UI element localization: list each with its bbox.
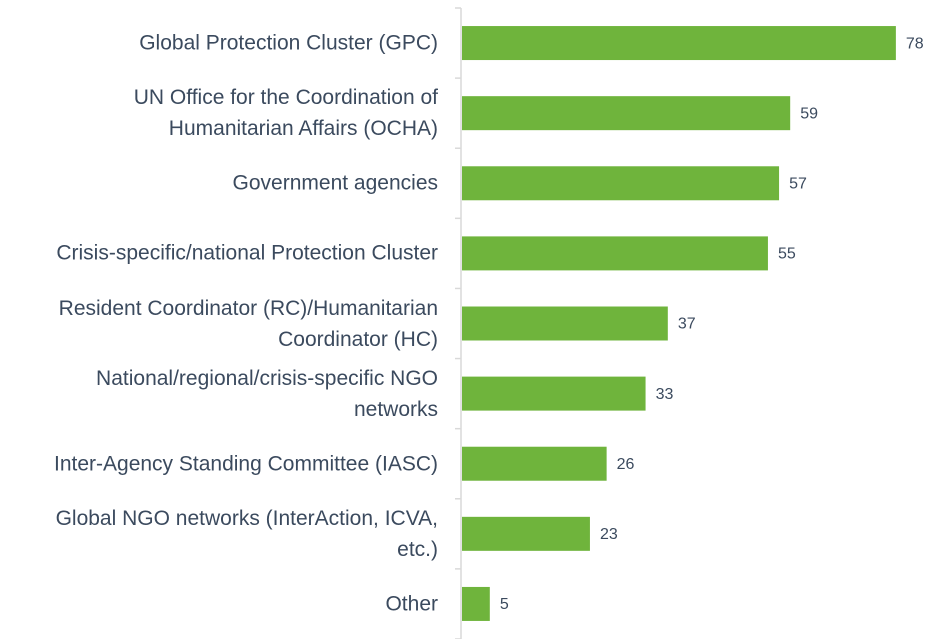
value-label: 26 (617, 456, 635, 473)
category-label: National/regional/crisis-specific NGO ne… (96, 366, 438, 421)
bar (462, 586, 490, 621)
bar (462, 516, 590, 551)
value-label: 59 (800, 105, 818, 122)
value-label: 57 (789, 175, 807, 192)
category-label: Resident Coordinator (RC)/Humanitarian C… (58, 296, 438, 351)
bar (462, 376, 646, 411)
bar (462, 166, 780, 201)
category-label: Crisis-specific/national Protection Clus… (56, 241, 438, 265)
value-label: 37 (678, 316, 696, 333)
category-label: UN Office for the Coordination of Humani… (133, 86, 438, 141)
category-label: Global NGO networks (InterAction, ICVA, … (55, 506, 438, 561)
bar (462, 236, 768, 271)
value-label: 23 (600, 526, 618, 543)
bar (462, 446, 607, 481)
value-label: 5 (500, 596, 509, 613)
category-label: Government agencies (232, 171, 438, 195)
value-label: 55 (778, 246, 796, 263)
category-label: Other (385, 592, 438, 616)
category-label: Global Protection Cluster (GPC) (139, 31, 438, 55)
value-label: 33 (656, 386, 674, 403)
bar (462, 26, 896, 61)
bar (462, 96, 791, 131)
bar (462, 306, 668, 341)
category-label: Inter-Agency Standing Committee (IASC) (54, 452, 438, 476)
value-label: 78 (906, 35, 924, 52)
